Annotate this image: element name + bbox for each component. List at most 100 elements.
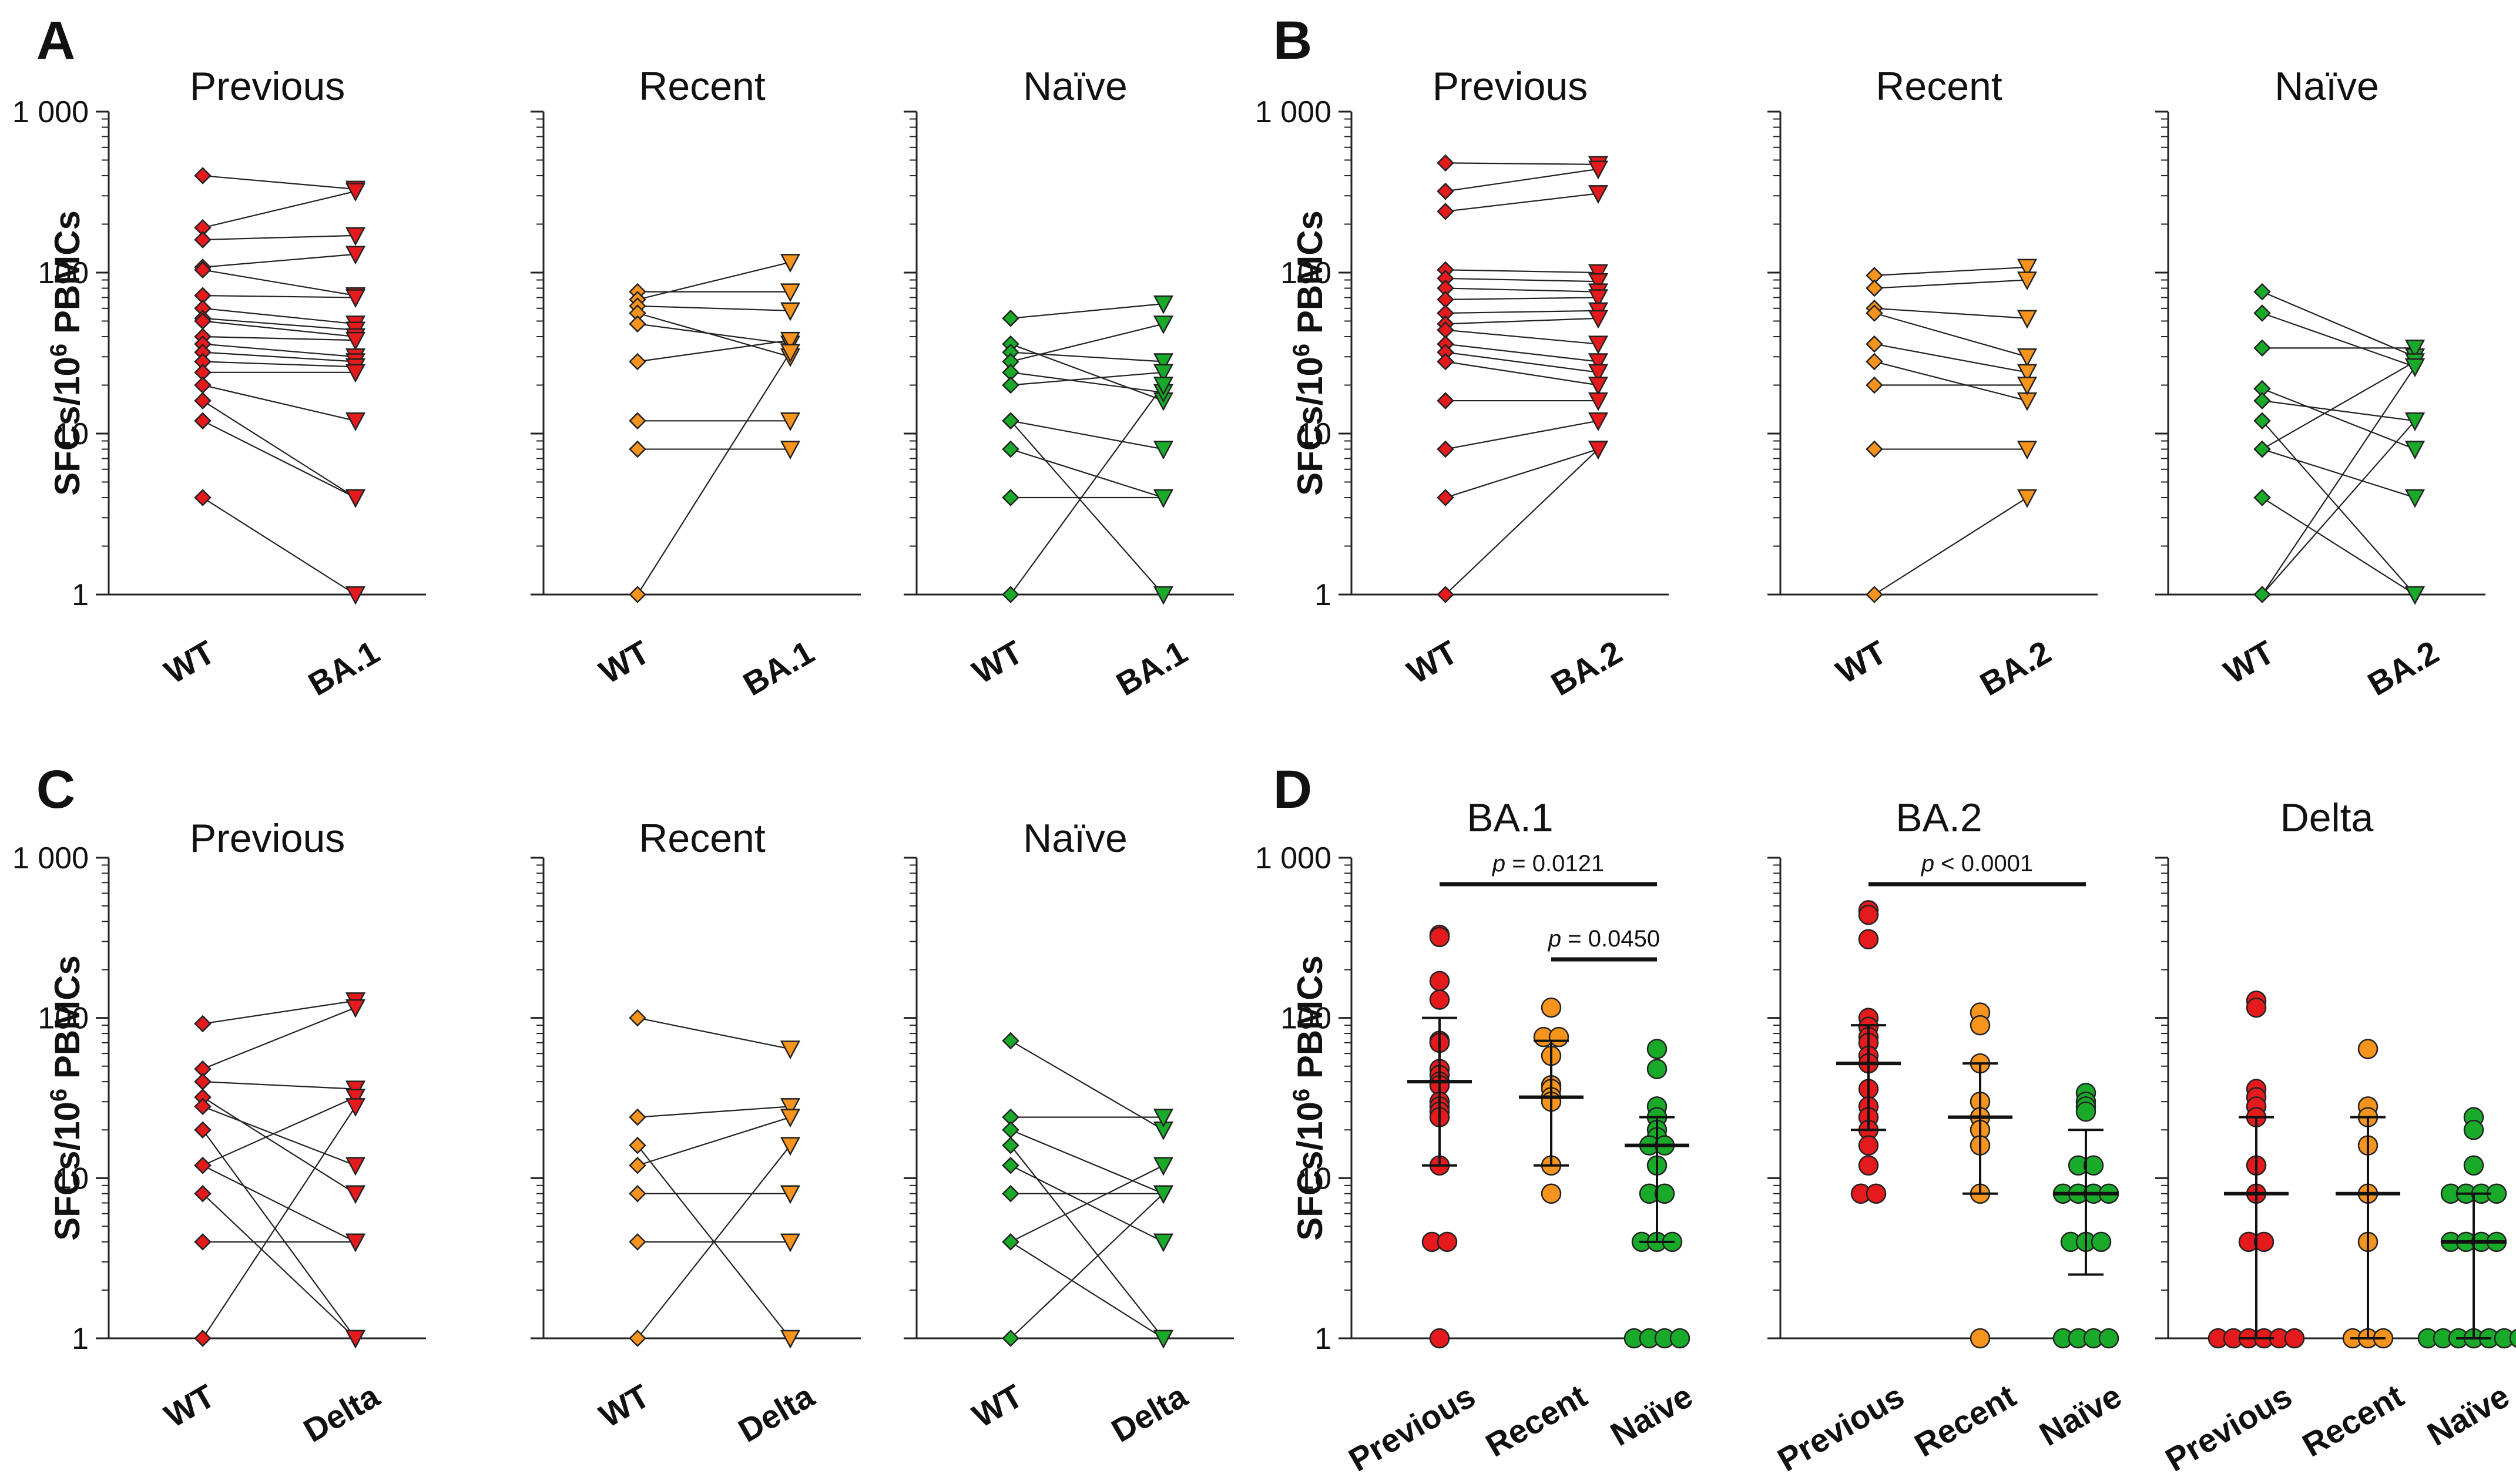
y-tick-label: 100 [1280,256,1331,290]
wt-point [629,586,646,603]
pair-line [1874,266,2028,276]
variant-point [780,331,801,351]
variant-point [1153,377,1174,396]
variant-point [780,302,801,321]
wt-point [629,1136,646,1154]
wt-point [629,352,646,371]
variant-point [345,1098,366,1117]
x-tick-label: WT [593,633,656,691]
pair-line [1445,310,1599,314]
wt-point [629,1009,646,1027]
data-point [1858,904,1879,925]
variant-point [780,441,801,460]
wt-point [1866,586,1883,603]
pair-line [2262,291,2416,358]
pair-line [637,305,791,311]
data-point [2284,1328,2305,1349]
pair-line [202,253,356,268]
pair-line [202,343,356,358]
variant-point [780,1137,801,1156]
x-tick-label: Recent [1480,1377,1593,1464]
y-tick-label: 1 000 [1255,95,1331,129]
pair-line [637,312,791,358]
variant-point [2017,377,2038,396]
pair-line [637,352,791,595]
wt-point [194,1233,212,1251]
pair-line [1445,297,1599,300]
y-axis [2155,857,2485,1339]
variant-point [1588,353,1609,372]
wt-point [194,167,212,184]
x-tick-label: WT [1401,633,1464,691]
wt-point [1002,489,1019,506]
x-tick-label: BA.1 [737,633,820,703]
wt-point [194,376,212,394]
variant-point [1153,1233,1174,1253]
variant-point [780,1040,801,1060]
data-point [2098,1328,2119,1349]
pair-line [637,1116,791,1166]
variant-point [1588,289,1609,308]
data-point [2246,997,2267,1018]
x-tick-label: WT [966,633,1029,691]
panel-letter: B [1273,11,1312,70]
data-point [2357,1039,2379,1059]
x-tick-label: BA.1 [302,633,385,703]
pair-line [2262,420,2416,595]
wt-point [1437,586,1454,603]
data-point [1866,1183,1887,1204]
pair-line [202,361,356,368]
pair-line [202,294,356,298]
y-tick-label: 1 [1314,578,1331,612]
y-axis: 1 10 100 1 000 [12,841,426,1356]
wt-point [194,412,212,430]
pair-line [202,1106,356,1166]
pair-line [202,420,356,499]
variant-point [345,999,366,1018]
pair-line [202,269,356,297]
variant-point [1588,310,1609,329]
x-tick-label: WT [158,1377,221,1435]
pair-line [1445,351,1599,373]
pair-line [1010,343,1164,402]
variant-point [1153,353,1174,372]
pair-line [202,1096,356,1194]
pair-line [1445,420,1599,450]
y-tick-label: 1 [1314,1322,1331,1356]
y-axis-label: SFCs/106 PBMCs [46,210,87,496]
pair-line [1010,448,1164,499]
data-point [1429,926,1450,948]
data-point [1646,1059,1668,1079]
wt-point [1437,352,1454,371]
variant-point [345,1233,366,1253]
variant-point [345,1185,366,1204]
x-tick-label: WT [593,1377,656,1435]
y-tick-label: 1 000 [12,841,89,875]
variant-point [345,1157,366,1176]
variant-point [1153,315,1174,334]
y-axis [2155,110,2485,596]
variant-point [780,412,801,431]
subplot-title: Recent [639,816,766,861]
variant-point [2017,271,2038,291]
wt-point [2253,283,2271,301]
pair-line [202,1106,356,1339]
variant-point [2017,258,2038,278]
p-value-label: p = 0.0121 [1492,851,1604,877]
pair-line [1445,269,1599,274]
wt-point [1002,1233,1019,1251]
pair-line [2262,388,2416,450]
x-tick-label: Previous [2159,1377,2298,1479]
x-tick-label: Previous [1343,1377,1481,1479]
x-tick-label: Previous [1772,1377,1910,1479]
wt-point [194,1121,212,1139]
variant-point [780,1329,801,1349]
data-point [1437,1231,1458,1253]
wt-point [1437,182,1454,200]
pair-line [2262,399,2416,422]
data-point [1429,971,1450,992]
y-tick-label: 10 [1297,417,1331,451]
pair-line [1010,371,1164,386]
panel-letter: D [1273,760,1312,820]
wt-point [1866,376,1883,394]
